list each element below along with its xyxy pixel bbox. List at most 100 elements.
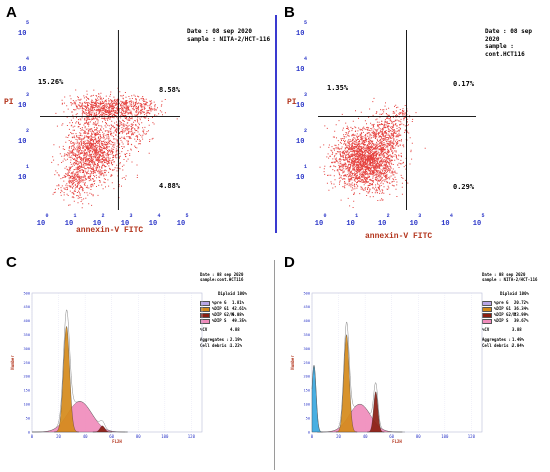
- info-box-c: Date : 08 sep 2020 sample:cont.HCT116: [200, 272, 243, 282]
- diploid-text-d: Diploid 100%: [500, 291, 529, 296]
- phase-value: 20.72%: [514, 300, 529, 305]
- x-axis-label: FL2H: [392, 439, 402, 444]
- y-tick-label: 150: [24, 389, 31, 393]
- cv-row-value: 4.88: [230, 327, 240, 332]
- histogram-peak: [54, 326, 79, 433]
- scatter-point-cloud: [319, 97, 426, 208]
- debris-row-label: Cell debris :: [200, 343, 232, 348]
- x-tick-label: 1 10: [346, 213, 359, 228]
- sample-text-a: sample : NITA-2/HCT-116: [187, 35, 271, 43]
- phase-name: %DIP G2/M: [212, 312, 234, 317]
- y-tick-label: 150: [304, 389, 311, 393]
- y-tick-label: 50: [306, 416, 310, 420]
- debris-row-value: 2.04%: [512, 343, 525, 348]
- x-tick-label: 4 10: [148, 213, 161, 228]
- x-tick-label: 40: [363, 434, 368, 439]
- y-tick-label: 300: [24, 347, 31, 351]
- panel-label-d: D: [284, 254, 295, 271]
- aggregates-row-value: 2.19%: [230, 337, 243, 342]
- debris-row: Cell debris :2.04%: [482, 343, 528, 349]
- phase-row: %pre G 20.72%: [482, 300, 528, 306]
- phase-name: %DIP G1: [212, 306, 229, 311]
- x-tick-label: 3 10: [409, 213, 422, 228]
- y-tick-label: 4 10: [18, 56, 30, 74]
- y-tick-label: 200: [24, 375, 31, 379]
- histogram-c: 0 20 40 60 80 100 120 0 50 100 150 200 250 300 350 400 4…: [10, 291, 203, 444]
- y-tick-label: 0: [308, 430, 310, 434]
- panel-label-c: C: [6, 254, 17, 271]
- cv-row-label: %CV: [200, 327, 208, 332]
- phase-name: %DIP G2/M: [494, 312, 516, 317]
- panel-label-b: B: [284, 4, 295, 21]
- x-tick-label: 100: [161, 434, 169, 439]
- y-tick-label: 450: [24, 305, 31, 309]
- debris-row: Cell debris :1.22%: [200, 343, 246, 349]
- y-tick-label: 5 10: [296, 20, 308, 38]
- scatter-points: [51, 87, 178, 209]
- aggregates-row-value: 1.49%: [512, 337, 525, 342]
- scatter-points: [319, 97, 426, 208]
- phase-swatch: [482, 312, 492, 318]
- vertical-divider-lower: [274, 260, 275, 470]
- y-tick-label: 4 10: [296, 56, 308, 74]
- cv-row-label: %CV: [482, 327, 490, 332]
- y-tick-label: 300: [304, 347, 311, 351]
- phase-name: %DIP S: [494, 318, 509, 323]
- phase-row: %DIP G1 42.61%: [200, 306, 246, 312]
- y-axis-label: Number: [290, 355, 295, 370]
- x-tick-label: 1 10: [64, 213, 77, 228]
- x-tick-label: 120: [468, 434, 476, 439]
- y-tick-label: 2 10: [18, 128, 30, 146]
- histogram-peak: [317, 404, 403, 433]
- y-tick-label: 500: [304, 291, 311, 295]
- y-tick-label: 250: [304, 361, 311, 365]
- histogram-peak: [92, 425, 112, 433]
- x-tick-label: 0: [31, 434, 34, 439]
- quadrant-ul-b: 1.35%: [327, 84, 349, 92]
- phase-name: %pre G: [212, 300, 227, 305]
- x-tick-label: 5 10: [472, 213, 485, 228]
- plot-frame: [311, 292, 483, 433]
- phase-swatch: [200, 306, 210, 312]
- y-tick-label: 1 10: [18, 164, 30, 182]
- info-box-a: Date : 08 sep 2020 sample : NITA-2/HCT-1…: [187, 28, 270, 43]
- quadrant-lr-a: 4.88%: [159, 182, 181, 190]
- x-axis-label: FL2H: [112, 439, 122, 444]
- phase-value: 23.99%: [514, 312, 529, 317]
- phase-name: %DIP S: [212, 318, 227, 323]
- cv-row: %CV 3.88: [482, 327, 528, 333]
- y-tick-label: 3 10: [18, 92, 30, 110]
- x-tick-label: 2 10: [377, 213, 390, 228]
- y-tick-label: 50: [26, 416, 30, 420]
- x-axis-label-a: annexin-V FITC: [76, 226, 144, 235]
- x-tick-label: 60: [389, 434, 394, 439]
- date-text-d: Date : 08 sep 2020: [482, 272, 526, 277]
- scatter-plot-b: [318, 30, 476, 210]
- phase-value: 39.67%: [514, 318, 529, 323]
- sample-text-d: sample : NITA-2/HCT-116: [482, 277, 538, 282]
- cv-row-value: 3.88: [512, 327, 522, 332]
- y-axis-label: Number: [10, 355, 15, 370]
- y-tick-label: 100: [24, 403, 31, 407]
- y-tick-label: 450: [304, 305, 311, 309]
- sample-text-b: sample : cont.HCT116: [485, 43, 525, 58]
- panel-label-a: A: [6, 4, 17, 21]
- y-tick-label: 200: [304, 375, 311, 379]
- x-axis-label-b: annexin-V FITC: [365, 232, 433, 241]
- y-tick-label: 350: [24, 333, 31, 337]
- phase-value: 49.35%: [232, 318, 247, 323]
- sample-text-c: sample:cont.HCT116: [200, 277, 244, 282]
- x-tick-label: 80: [416, 434, 421, 439]
- phase-value: 36.34%: [514, 306, 529, 311]
- vertical-divider: [275, 15, 277, 233]
- y-tick-label: 0: [28, 430, 30, 434]
- quadrant-ur-a: 8.58%: [159, 86, 181, 94]
- phase-name: %DIP G1: [494, 306, 511, 311]
- scatter-plot-a: [40, 30, 180, 210]
- x-tick-label: 80: [136, 434, 141, 439]
- quadrant-ul-a: 15.26%: [38, 78, 64, 86]
- histogram-peak: [367, 391, 385, 433]
- aggregates-row-label: Aggregates :: [482, 337, 511, 342]
- x-tick-label: 60: [109, 434, 114, 439]
- histogram-envelope: [32, 309, 125, 433]
